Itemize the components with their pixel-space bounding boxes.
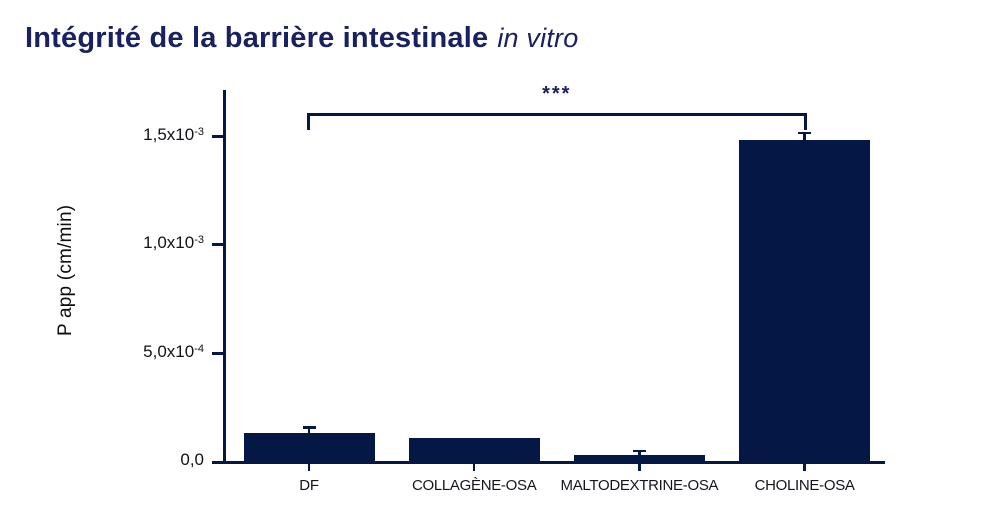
error-bar-line (803, 131, 806, 141)
x-tick (307, 464, 311, 471)
y-axis-line (223, 90, 226, 464)
significance-stars: *** (542, 83, 572, 105)
bar-collagène-osa (408, 438, 540, 461)
y-tick (212, 351, 223, 355)
x-tick-label-2: COLLAGÈNE-OSA (411, 477, 537, 494)
y-tick (212, 243, 223, 247)
chart-title-italic: in vitro (497, 23, 579, 53)
y-tick-label: 1,0x10-3 (143, 233, 204, 253)
x-tick (638, 464, 641, 471)
y-tick-label: 1,5x10-3 (143, 125, 204, 144)
x-tick (472, 464, 476, 471)
x-axis-line (212, 461, 885, 464)
error-bar-line (307, 426, 311, 433)
x-tick-label-1: DF (299, 477, 319, 494)
error-bar-cap (798, 131, 812, 135)
y-tick (212, 135, 223, 138)
x-tick-label-4: CHOLINE-OSA (754, 477, 855, 494)
bar-choline-osa (739, 140, 871, 461)
x-tick (803, 464, 806, 471)
x-tick-label-3: MALTODEXTRINE-OSA (560, 477, 719, 494)
chart-title: Intégrité de la barrière intestinale in v… (25, 22, 578, 55)
chart-title-main: Intégrité de la barrière intestinale (25, 22, 489, 54)
error-bar-cap (302, 426, 316, 429)
bar-maltodextrine-osa (573, 454, 705, 461)
error-bar-cap (632, 449, 646, 453)
y-tick-label: 0,0 (180, 450, 204, 469)
significance-bracket (307, 113, 807, 130)
y-tick-label: 5,0x10-4 (143, 341, 204, 361)
bar-df (243, 432, 375, 461)
y-axis-label: P app (cm/min) (55, 204, 76, 336)
